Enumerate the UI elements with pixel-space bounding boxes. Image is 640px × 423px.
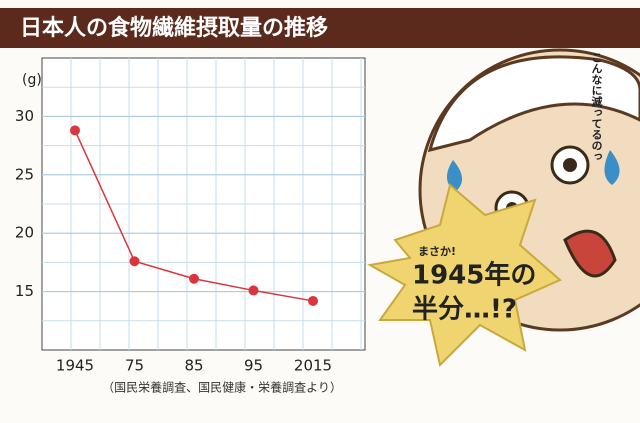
x-tick-label: 2015 xyxy=(294,357,332,375)
annotation: 半分…!? xyxy=(412,295,517,325)
annotation: 1945年の xyxy=(412,260,536,291)
y-axis-label: (g) xyxy=(22,72,42,88)
x-tick-label: 85 xyxy=(184,357,203,375)
x-tick-label: 1945 xyxy=(56,357,94,375)
title-bar xyxy=(0,8,640,48)
data-point xyxy=(189,273,199,284)
y-tick-label: 20 xyxy=(15,224,34,242)
annotation: まさか! xyxy=(418,245,456,258)
x-tick-label: 95 xyxy=(244,357,263,375)
y-tick-label: 30 xyxy=(15,107,34,125)
source-note: （国民栄養調査、国民健康・栄養調査より） xyxy=(102,380,342,395)
chart-title: 日本人の食物繊維摂取量の推移 xyxy=(20,15,328,41)
data-point xyxy=(248,285,259,296)
data-point xyxy=(70,125,80,136)
illustration xyxy=(367,48,640,367)
y-tick-label: 25 xyxy=(15,165,34,183)
x-tick-label: 75 xyxy=(125,357,144,375)
data-point xyxy=(308,295,318,306)
y-tick-label: 15 xyxy=(15,282,34,300)
speech-bubble: こんなに減ってるのっ xyxy=(590,52,603,162)
data-point xyxy=(129,256,140,267)
